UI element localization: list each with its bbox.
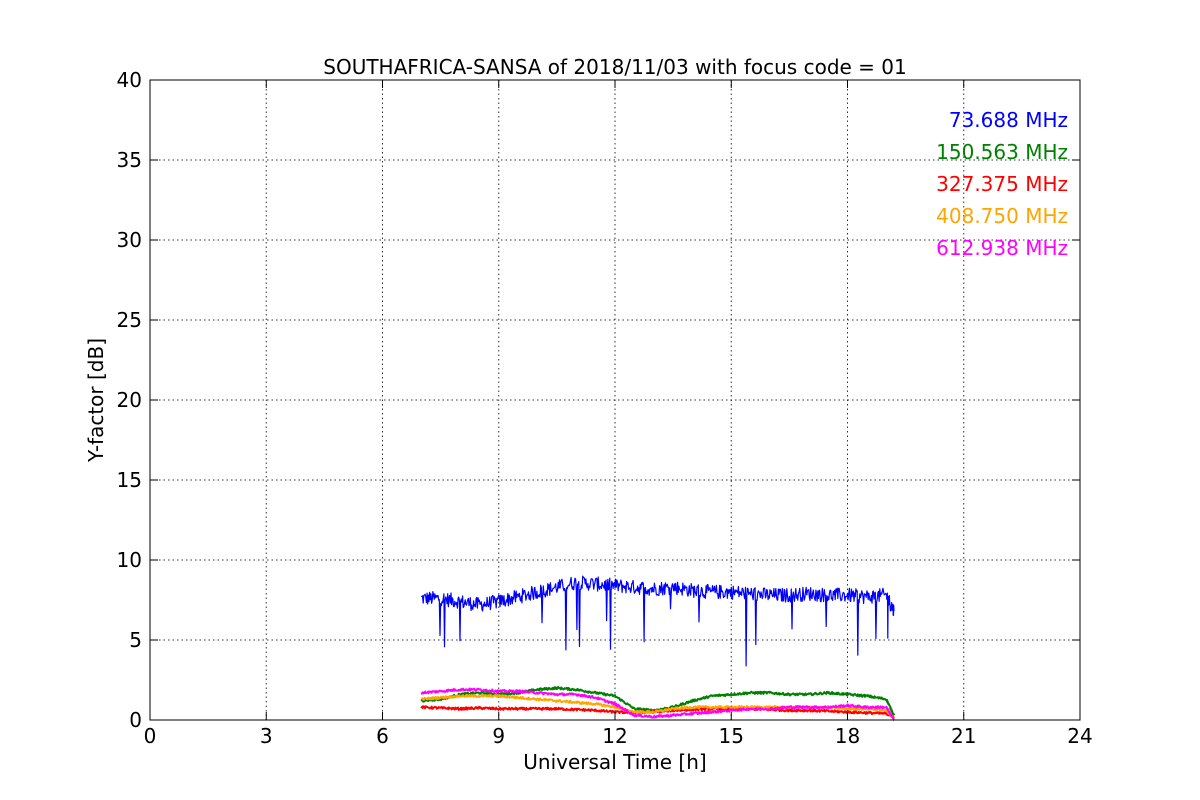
grid [150, 80, 1080, 720]
x-tick-label: 18 [835, 724, 860, 748]
series-group [420, 575, 895, 721]
x-tick-label: 12 [602, 724, 627, 748]
y-tick-label: 25 [117, 308, 142, 332]
x-tick-label: 15 [719, 724, 744, 748]
x-tick-label: 3 [260, 724, 273, 748]
x-tick-label: 24 [1067, 724, 1092, 748]
legend-entry-150-563-mhz: 150.563 MHz [936, 140, 1068, 164]
chart-title: SOUTHAFRICA-SANSA of 2018/11/03 with foc… [323, 55, 907, 79]
y-tick-label: 35 [117, 148, 142, 172]
y-tick-label: 30 [117, 228, 142, 252]
y-tick-label: 5 [129, 628, 142, 652]
series-line-612-938-mhz [420, 687, 895, 721]
axes: 0 3 6 9 12 15 18 21 24 0 5 10 15 20 25 30 35 40 [117, 68, 1093, 748]
x-axis-label: Universal Time [h] [523, 750, 706, 774]
x-tick-label: 21 [951, 724, 976, 748]
x-tick-label: 9 [492, 724, 505, 748]
y-tick-label: 0 [129, 708, 142, 732]
legend-entry-612-938-mhz: 612.938 MHz [936, 236, 1068, 260]
legend: 73.688 MHz 150.563 MHz 327.375 MHz 408.750 … [936, 108, 1068, 260]
y-tick-label: 15 [117, 468, 142, 492]
legend-entry-73-688-mhz: 73.688 MHz [949, 108, 1068, 132]
y-tick-label: 20 [117, 388, 142, 412]
x-tick-label: 6 [376, 724, 389, 748]
series-line-150-563-mhz [420, 686, 895, 716]
y-tick-label: 40 [117, 68, 142, 92]
series-line-73-688-mhz [421, 575, 895, 667]
y-axis-label: Y-factor [dB] [84, 338, 108, 463]
legend-entry-327-375-mhz: 327.375 MHz [936, 172, 1068, 196]
y-tick-label: 10 [117, 548, 142, 572]
x-tick-label: 0 [144, 724, 157, 748]
legend-entry-408-750-mhz: 408.750 MHz [936, 204, 1068, 228]
